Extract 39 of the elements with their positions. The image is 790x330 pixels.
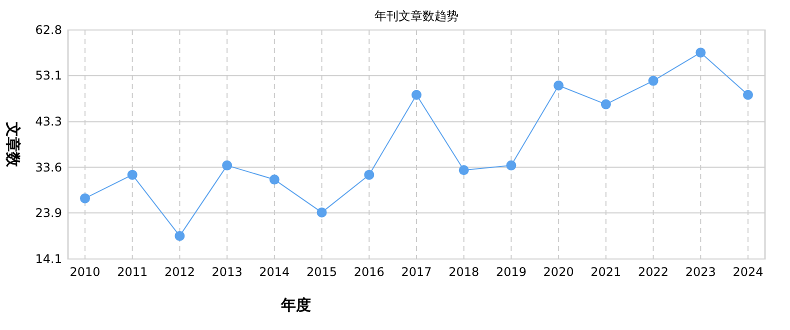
x-tick-label: 2010	[70, 265, 100, 279]
point	[458, 165, 469, 176]
point	[364, 170, 374, 180]
point	[743, 90, 753, 100]
x-tick-label: 2018	[448, 265, 480, 279]
x-tick-label: 2021	[590, 265, 622, 279]
y-tick-label: 23.9	[35, 206, 62, 220]
y-tick-label: 62.8	[35, 23, 62, 37]
point	[127, 170, 138, 180]
y-tick-label: 14.1	[35, 252, 62, 266]
point	[316, 207, 327, 218]
x-tick-label: 2012	[164, 265, 195, 279]
x-tick-label: 2014	[259, 265, 290, 279]
y-tick-label: 43.3	[35, 114, 62, 129]
x-tick-label: 2015	[306, 265, 338, 279]
x-tick-label: 2017	[401, 265, 432, 279]
x-tick-label: 2019	[496, 265, 526, 279]
x-tick-label: 2020	[543, 265, 574, 279]
x-tick-label: 2011	[117, 265, 148, 279]
point	[696, 48, 706, 58]
point	[269, 174, 280, 185]
chart-title: 年刊文章数趋势	[374, 9, 458, 23]
x-tick-label: 2013	[212, 265, 242, 279]
point	[412, 90, 422, 100]
y-axis-title: 文章数	[4, 121, 22, 168]
x-tick-label: 2016	[354, 265, 384, 279]
x-tick-label: 2022	[638, 265, 669, 279]
point	[600, 99, 611, 110]
point	[554, 80, 564, 90]
x-tick-label: 2024	[732, 265, 764, 279]
x-axis-title: 年度	[280, 296, 311, 314]
point	[222, 160, 232, 170]
point	[80, 193, 90, 204]
y-tick-label: 53.1	[35, 68, 62, 83]
x-tick-label: 2023	[685, 265, 716, 279]
point	[506, 160, 516, 170]
point	[174, 230, 185, 241]
point	[648, 76, 658, 86]
y-tick-label: 33.6	[35, 160, 62, 174]
